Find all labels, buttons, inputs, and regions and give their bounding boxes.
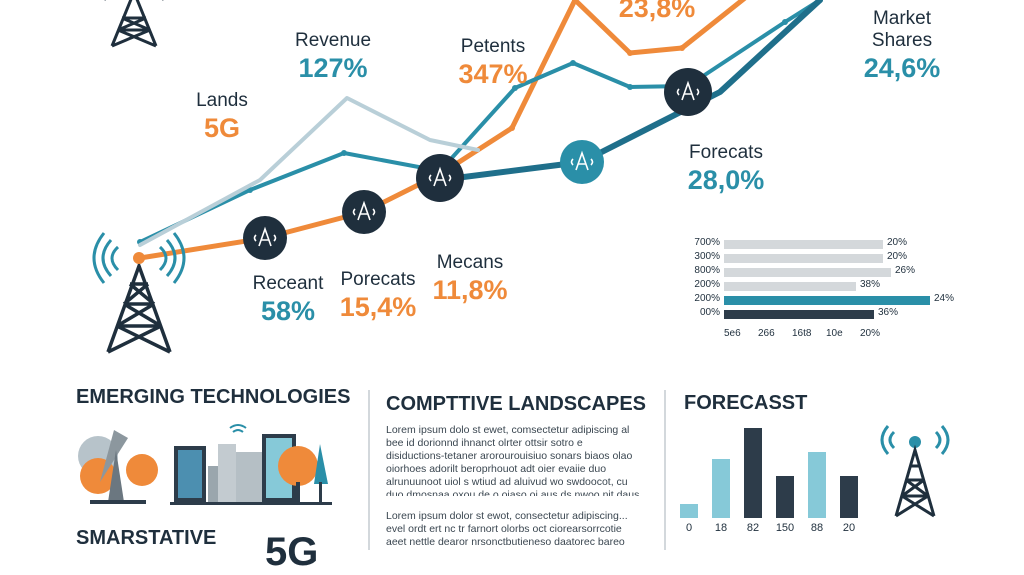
label-revenue: Revenue 127% xyxy=(288,30,378,84)
label-revenue-name: Revenue xyxy=(294,30,372,51)
forecast-x-tick: 82 xyxy=(746,522,760,534)
label-recent-value: 58% xyxy=(260,296,316,326)
hbar-x-tick: 10e xyxy=(826,328,843,339)
cell-tower-icon xyxy=(92,232,186,354)
antenna-node-icon xyxy=(560,140,604,184)
label-recent: Receant 58% xyxy=(243,273,333,327)
tree-icon xyxy=(170,444,332,505)
hbar-row-label: 700% xyxy=(694,237,720,248)
horizontal-bar-chart: 700% 20% 300% 20% 800% 26% 200% 38% 200% 24% 00% 36… xyxy=(680,236,960,346)
hbar-bar xyxy=(724,268,891,277)
label-top-partial-value: 23,8% xyxy=(618,0,696,23)
hbar-value-label: 38% xyxy=(860,279,881,290)
label-patents-name: Petents xyxy=(460,36,526,57)
hbar-row-label: 300% xyxy=(694,251,720,262)
label-mecans: Mecans 11,8% xyxy=(428,252,512,306)
hbar-bar xyxy=(724,240,883,249)
hbar-value-label: 20% xyxy=(887,251,908,262)
hbar-bar xyxy=(724,254,883,263)
forecast-bar xyxy=(712,459,730,518)
section-title-smartative: SMARSTATIVE xyxy=(76,527,217,549)
label-mecans-value: 11,8% xyxy=(432,275,508,305)
line-point xyxy=(782,19,788,25)
forecast-bar xyxy=(776,476,794,518)
label-market-shares: Market Shares 24,6% xyxy=(852,8,952,84)
forecast-x-tick: 18 xyxy=(714,522,728,534)
label-lands-name: Lands xyxy=(196,90,248,111)
forecast-x-tick: 0 xyxy=(685,522,693,534)
section-title-emerging: EMERGING TECHNOLOGIES xyxy=(76,386,351,408)
hbar-bar xyxy=(724,310,874,319)
line-point xyxy=(509,125,515,131)
main-line-chart xyxy=(92,0,823,354)
building-icon xyxy=(174,424,296,502)
competitive-paragraph-2: Lorem ipsum dolor st ewot, consectetur a… xyxy=(386,510,628,550)
line-series-3 xyxy=(138,96,480,247)
hbar-row-label: 200% xyxy=(694,293,720,304)
hbar-value-label: 20% xyxy=(887,237,908,248)
label-market-shares-line1: Market xyxy=(872,8,932,29)
line-series-2 xyxy=(437,0,823,183)
line-series-group xyxy=(137,0,823,261)
forecast-bar xyxy=(744,428,762,518)
label-patents-value: 347% xyxy=(458,59,528,89)
hbar-value-label: 26% xyxy=(895,265,916,276)
line-point xyxy=(679,45,685,51)
line-point xyxy=(627,50,633,56)
forecast-bar-chart: 0 18 82 150 88 20 xyxy=(676,420,866,540)
section-title-forecast: FORECASST xyxy=(684,392,808,414)
section-title-competitive: COMPTTIVE LANDSCAPES xyxy=(386,393,647,415)
emerging-tech-illustration xyxy=(78,424,332,505)
label-top-partial: 23,8% xyxy=(612,0,702,24)
label-forecasts-name: Forecats xyxy=(689,142,763,163)
label-market-shares-line2: Shares xyxy=(871,30,933,51)
label-porecats-value: 15,4% xyxy=(339,292,417,322)
antenna-node-icon xyxy=(342,190,386,234)
line-point xyxy=(341,150,347,156)
hbar-row-label: 00% xyxy=(699,307,720,318)
hbar-bar xyxy=(724,296,930,305)
line-point xyxy=(627,84,633,90)
line-series-1 xyxy=(138,0,822,244)
hbar-row-label: 200% xyxy=(694,279,720,290)
forecast-bar xyxy=(840,476,858,518)
antenna-node-icon xyxy=(664,68,712,116)
line-point xyxy=(570,60,576,66)
hbar-x-tick: 20% xyxy=(860,328,881,339)
hbar-bar xyxy=(724,282,856,291)
hbar-x-tick: 16t8 xyxy=(792,328,812,339)
hbar-x-tick: 5e6 xyxy=(724,328,741,339)
cell-tower-icon xyxy=(104,0,164,48)
forecast-x-tick: 20 xyxy=(842,522,856,534)
cell-tower-icon xyxy=(880,425,950,518)
competitive-paragraph-1: Lorem ipsum dolo st ewet, comsectetur ad… xyxy=(386,424,640,496)
forecast-x-tick: 88 xyxy=(810,522,824,534)
forecast-bar xyxy=(808,452,826,518)
section-divider xyxy=(368,390,370,550)
label-porecats-name: Porecats xyxy=(340,269,416,290)
label-market-shares-value: 24,6% xyxy=(863,53,941,83)
line-point xyxy=(572,0,578,3)
forecast-bar xyxy=(680,504,698,518)
smartative-big-text: 5G xyxy=(265,530,319,574)
label-lands-value: 5G xyxy=(203,113,241,143)
label-patents: Petents 347% xyxy=(448,36,538,90)
label-forecasts: Forecats 28,0% xyxy=(676,142,776,196)
label-porecats: Porecats 15,4% xyxy=(333,269,423,323)
label-revenue-value: 127% xyxy=(298,53,368,83)
hbar-x-tick: 266 xyxy=(758,328,775,339)
antenna-node-icon xyxy=(416,154,464,202)
hbar-row-label: 800% xyxy=(694,265,720,276)
label-lands: Lands 5G xyxy=(182,90,262,144)
satellite-dish-icon xyxy=(78,430,158,504)
hbar-value-label: 36% xyxy=(878,307,899,318)
antenna-node-icon xyxy=(243,216,287,260)
label-mecans-name: Mecans xyxy=(436,252,504,273)
section-divider xyxy=(664,390,666,550)
label-recent-name: Receant xyxy=(252,273,324,294)
forecast-x-tick: 150 xyxy=(775,522,795,534)
label-forecasts-value: 28,0% xyxy=(687,165,765,195)
line-point xyxy=(512,85,518,91)
hbar-value-label: 24% xyxy=(934,293,955,304)
